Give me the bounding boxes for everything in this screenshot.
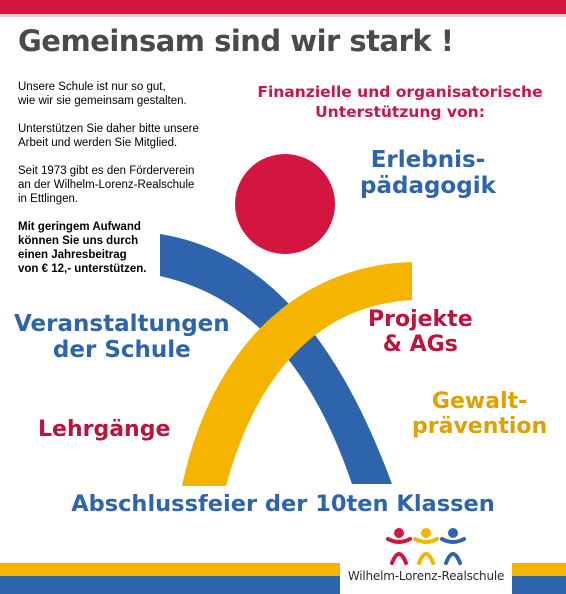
area-projekte: Projekte & AGs — [368, 307, 473, 357]
area-label: Gewalt- — [431, 389, 528, 414]
logo-figure-yellow — [413, 528, 439, 565]
area-label: prävention — [412, 413, 548, 439]
intro-line: können Sie uns durch — [18, 235, 139, 247]
area-veranstaltungen: Veranstaltungen der Schule — [14, 311, 230, 364]
intro-text: Unsere Schule ist nur so gut, wie wir si… — [18, 80, 228, 290]
area-label: der Schule — [52, 336, 191, 363]
area-label: pädagogik — [360, 172, 496, 199]
figure-head — [235, 154, 335, 254]
area-gewaltpraevention: Gewalt- prävention — [412, 389, 548, 439]
area-label: Projekte — [368, 307, 473, 332]
area-label: & AGs — [382, 331, 458, 357]
intro-line: Unsere Schule ist nur so gut, — [18, 81, 166, 93]
logo-figure-blue — [440, 528, 466, 565]
intro-line: einen Jahresbeitrag — [18, 249, 127, 261]
school-logo: Wilhelm-Lorenz-Realschule — [340, 523, 512, 594]
intro-line: Mit geringem Aufwand — [18, 221, 141, 233]
area-erlebnispaedagogik: Erlebnis- pädagogik — [360, 147, 496, 200]
support-heading: Finanzielle und organisatorische Unterst… — [250, 82, 550, 122]
intro-line: Seit 1973 gibt es den Förderverein — [18, 165, 195, 177]
area-abschlussfeier: Abschlussfeier der 10ten Klassen — [71, 491, 495, 517]
page-title: Gemeinsam sind wir stark ! — [18, 24, 454, 58]
top-accent-bar — [0, 0, 566, 14]
intro-paragraph-3: Seit 1973 gibt es den Förderverein an de… — [18, 164, 228, 206]
intro-line: Unterstützen Sie daher bitte unsere — [18, 123, 199, 135]
area-label: Veranstaltungen — [14, 311, 230, 337]
area-lehrgaenge: Lehrgänge — [38, 417, 171, 442]
area-label: Erlebnis- — [370, 147, 486, 173]
intro-line: wie wir sie gemeinsam gestalten. — [18, 95, 187, 107]
support-heading-line: Finanzielle und organisatorische — [257, 83, 543, 101]
intro-paragraph-2: Unterstützen Sie daher bitte unsere Arbe… — [18, 122, 228, 150]
intro-line: an der Wilhelm-Lorenz-Realschule — [18, 179, 195, 191]
three-figures-icon — [386, 528, 466, 565]
intro-line: Arbeit und werden Sie Mitglied. — [18, 137, 178, 149]
support-heading-line: Unterstützung von: — [315, 103, 485, 121]
figure-blue-arm — [160, 234, 392, 484]
intro-paragraph-4: Mit geringem Aufwand können Sie uns durc… — [18, 220, 228, 276]
school-name: Wilhelm-Lorenz-Realschule — [347, 569, 505, 583]
top-accent-rule — [0, 14, 566, 17]
intro-line: von € 12,- unterstützen. — [18, 263, 147, 275]
intro-line: in Ettlingen. — [18, 193, 79, 205]
figure-yellow-arm — [182, 262, 412, 486]
intro-paragraph-1: Unsere Schule ist nur so gut, wie wir si… — [18, 80, 228, 108]
logo-figure-red — [386, 528, 412, 565]
